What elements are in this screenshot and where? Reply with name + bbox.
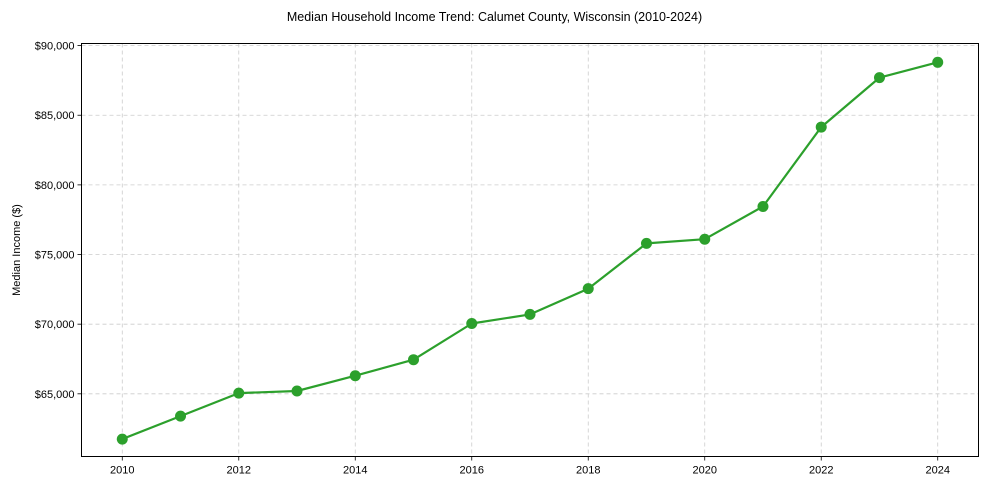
y-tick-label: $80,000 — [35, 180, 75, 192]
y-tick-label: $75,000 — [35, 250, 75, 262]
data-point-marker — [408, 354, 420, 366]
x-tick-label: 2018 — [576, 465, 600, 477]
x-tick-label: 2022 — [809, 465, 833, 477]
data-point-marker — [699, 233, 711, 245]
y-tick-label: $65,000 — [35, 389, 75, 401]
data-point-marker — [932, 56, 944, 68]
data-point-marker — [757, 200, 769, 212]
grid-lines — [81, 43, 979, 457]
y-tick-label: $90,000 — [35, 41, 75, 53]
data-point-marker — [466, 317, 478, 329]
series-line — [121, 61, 938, 441]
plot-frame — [81, 43, 979, 457]
y-axis-ticks: $65,000 $70,000 $75,000 $80,000 $85,000 $90,0… — [35, 41, 82, 401]
data-point-marker — [349, 370, 361, 382]
x-tick-label: 2012 — [227, 465, 251, 477]
x-tick-label: 2014 — [343, 465, 367, 477]
data-point-marker — [175, 410, 187, 422]
x-tick-label: 2010 — [110, 465, 134, 477]
x-tick-label: 2016 — [460, 465, 484, 477]
x-tick-label: 2020 — [692, 465, 716, 477]
data-point-marker — [815, 121, 827, 133]
data-point-marker — [640, 237, 652, 249]
data-point-marker — [873, 72, 885, 84]
data-point-marker — [524, 308, 536, 320]
data-point-marker — [116, 433, 128, 445]
data-point-marker — [233, 387, 245, 399]
y-tick-label: $70,000 — [35, 319, 75, 331]
data-point-marker — [582, 283, 594, 295]
x-tick-label: 2024 — [925, 465, 949, 477]
data-series — [116, 56, 944, 445]
y-tick-label: $85,000 — [35, 110, 75, 122]
chart-title: Median Household Income Trend: Calumet C… — [286, 10, 703, 24]
data-point-marker — [291, 385, 303, 397]
x-axis-ticks: 2010 2012 2014 2016 2018 2020 2022 2024 — [110, 456, 950, 477]
